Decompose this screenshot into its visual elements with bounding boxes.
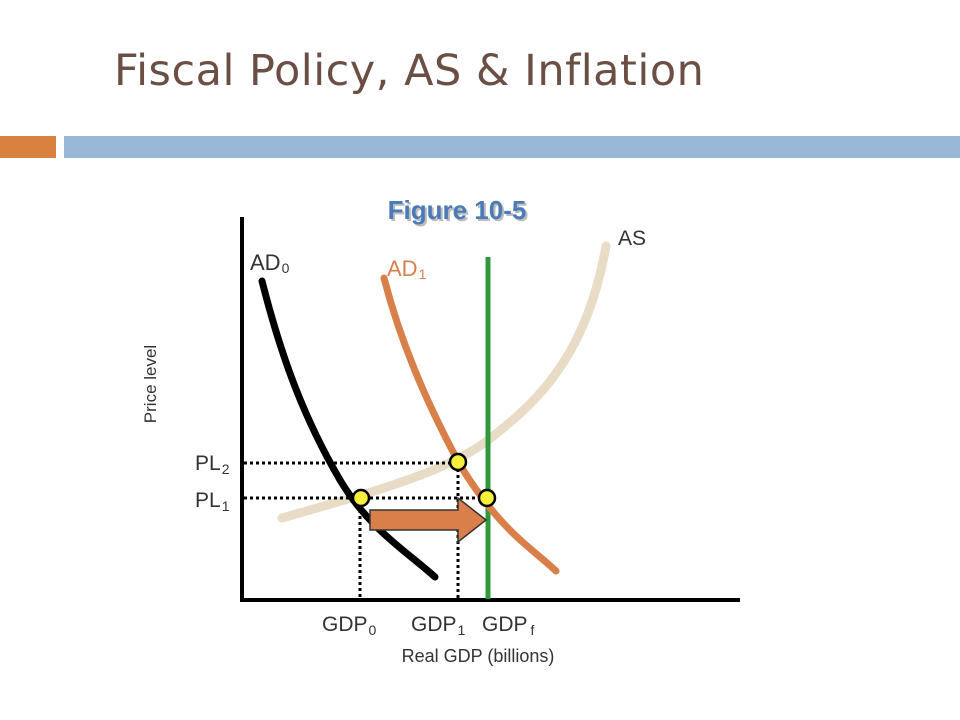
figure-title-shadow: Figure 10-5 bbox=[390, 197, 529, 227]
ad0-label: AD0 bbox=[250, 250, 290, 276]
as-curve bbox=[277, 241, 611, 523]
pl2-label: PL2 bbox=[195, 452, 230, 477]
figure-title: Figure 10-5 bbox=[388, 195, 527, 225]
ad1-label: AD1 bbox=[387, 256, 427, 282]
pl1-label: PL1 bbox=[195, 489, 230, 514]
ad0-curve bbox=[258, 277, 439, 581]
gdp1-label: GDP1 bbox=[411, 613, 466, 638]
as-label: AS bbox=[618, 227, 646, 250]
equilibrium-point-initial bbox=[351, 488, 371, 508]
shift-arrow bbox=[369, 496, 488, 544]
y-axis-label: Price level bbox=[141, 345, 160, 423]
x-axis-label: Real GDP (billions) bbox=[402, 646, 555, 666]
equilibrium-point-full-employment bbox=[477, 488, 497, 508]
gdp0-label: GDP0 bbox=[322, 613, 377, 638]
gdpf-label: GDP f bbox=[482, 613, 535, 638]
title-accent-bar-blue bbox=[64, 136, 960, 158]
slide-title: Fiscal Policy, AS & Inflation bbox=[114, 46, 705, 96]
equilibrium-point-inflation bbox=[448, 452, 468, 472]
title-accent-bar-orange bbox=[0, 136, 56, 158]
